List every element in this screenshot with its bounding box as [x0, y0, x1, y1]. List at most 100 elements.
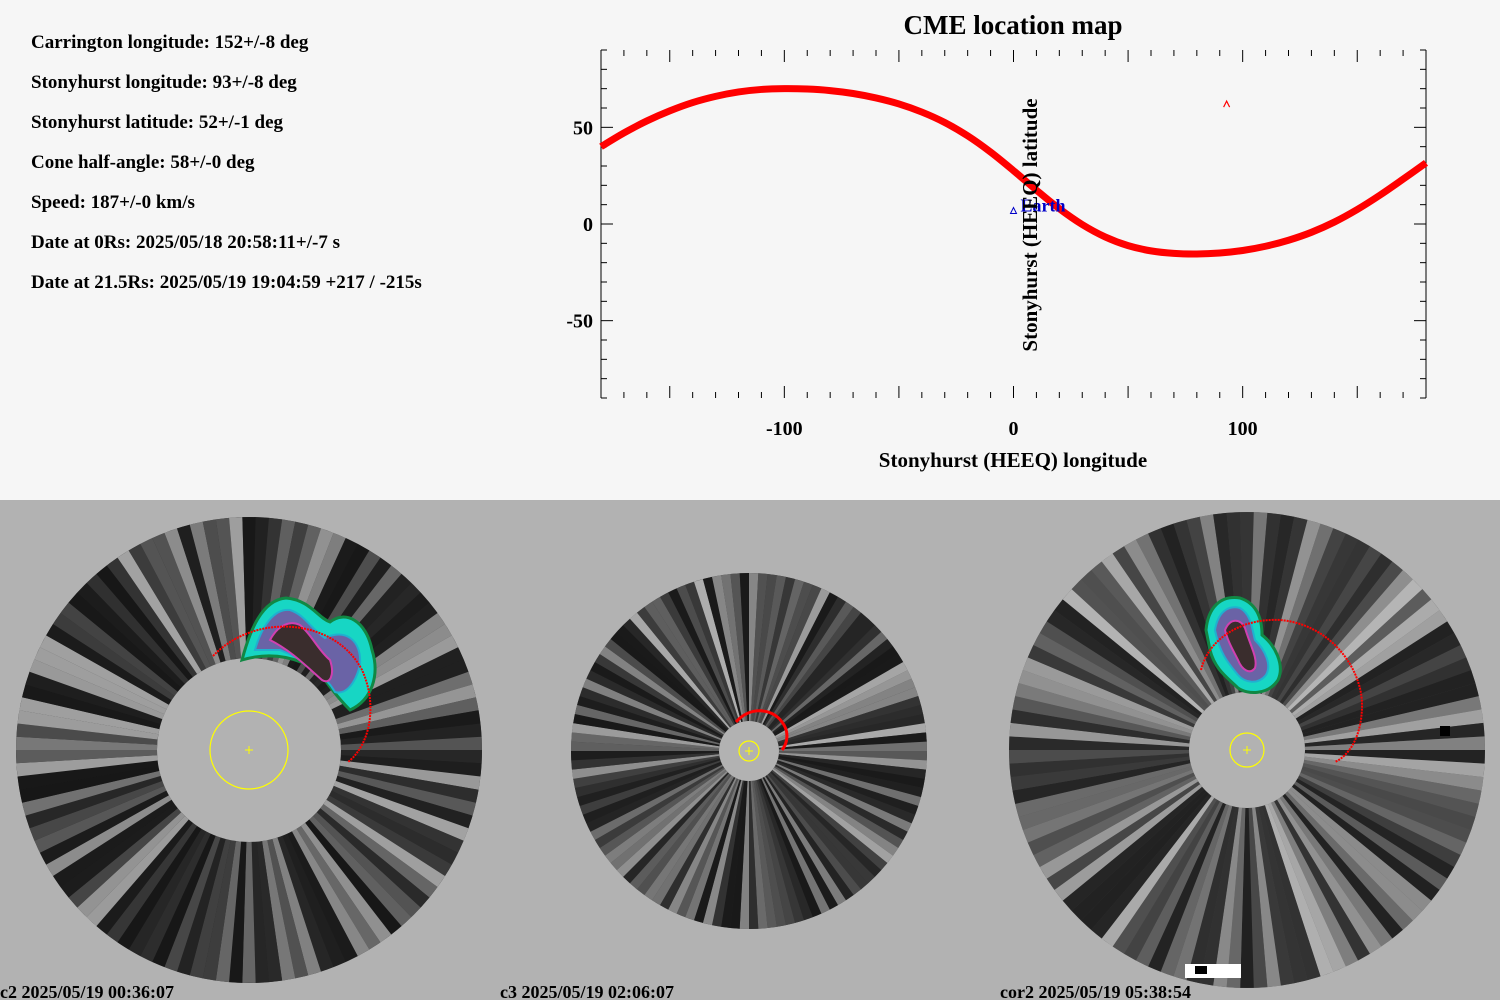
coronal-streamer	[1009, 753, 1190, 778]
coronal-streamer	[1303, 696, 1482, 741]
coronal-streamer	[660, 592, 736, 726]
coronal-streamer	[1284, 570, 1413, 709]
coronal-streamer	[1039, 778, 1199, 879]
coronal-streamer	[579, 687, 721, 742]
coronal-streamer	[140, 831, 211, 962]
coronal-streamer	[776, 761, 916, 824]
coronal-streamer	[52, 613, 175, 701]
coronal-streamer	[335, 775, 473, 829]
coronal-streamer	[39, 635, 169, 710]
coronal-streamer	[202, 840, 236, 981]
coronal-streamer	[1015, 682, 1192, 737]
coronal-streamer	[772, 768, 894, 864]
date-21-5rs-text: Date at 21.5Rs: 2025/05/19 19:04:59 +217…	[31, 272, 422, 293]
coronal-streamer	[610, 631, 727, 733]
coronal-streamer	[262, 840, 296, 981]
coronal-streamer	[610, 769, 727, 871]
coronal-streamer	[764, 776, 846, 906]
coronal-streamer	[668, 777, 737, 914]
coronal-streamer	[758, 779, 813, 921]
coronal-streamer	[778, 751, 927, 761]
coronal-streamer	[1304, 722, 1485, 747]
coronal-streamer	[623, 772, 729, 884]
coronal-streamer	[323, 799, 446, 887]
coronal-streamer	[1027, 644, 1195, 728]
coronal-streamer	[652, 596, 734, 726]
coronal-streamer	[277, 835, 334, 972]
coronal-streamer	[128, 828, 207, 957]
coronal-streamer	[1293, 781, 1448, 890]
sun-center-marker	[1243, 746, 1251, 754]
coronal-streamer	[164, 528, 221, 665]
coronal-streamer	[1009, 722, 1190, 747]
coronal-streamer	[16, 755, 158, 777]
coronal-streamer	[326, 795, 452, 876]
coronal-streamer	[340, 750, 482, 764]
coronal-streamer	[1255, 806, 1295, 986]
coronal-streamer	[761, 777, 830, 914]
coronal-streamer	[1226, 807, 1246, 988]
sun-limb-circle	[738, 740, 760, 762]
coronagraph-c2-image: c2 2025/05/19 00:36:07	[0, 517, 482, 1000]
cor2-caption: cor2 2025/05/19 05:38:54	[1000, 982, 1191, 1000]
coronal-streamer	[676, 584, 739, 724]
coronal-streamer	[693, 779, 742, 923]
coronal-streamer	[229, 841, 247, 983]
coronal-streamer	[753, 780, 787, 927]
coronal-streamer	[1284, 791, 1413, 930]
coronal-streamer	[60, 602, 178, 696]
coronal-streamer	[1303, 759, 1482, 804]
coronal-streamer	[770, 625, 882, 731]
coronal-streamer	[769, 772, 875, 884]
coronal-streamer	[1271, 801, 1359, 967]
coronal-streamer	[765, 601, 854, 727]
coronal-streamer	[778, 752, 927, 770]
coronal-streamer	[1009, 750, 1190, 764]
coronal-streamer	[573, 755, 720, 789]
coronal-streamer	[774, 764, 908, 840]
coronal-streamer	[778, 713, 925, 747]
coronal-streamer	[338, 697, 479, 735]
coronal-streamer	[1276, 797, 1382, 954]
coronal-streamer	[676, 778, 739, 918]
coronal-streamer	[777, 704, 924, 745]
coronal-streamer	[721, 780, 746, 929]
coronal-streamer	[752, 573, 777, 722]
coronal-streamer	[777, 760, 919, 815]
coronal-streamer	[574, 704, 721, 745]
coronagraph-panel: c2 2025/05/19 00:36:07 c3 2025/05/19 02:…	[0, 500, 1500, 1000]
coronal-streamer	[1071, 579, 1207, 711]
coronal-streamer	[96, 565, 193, 681]
sun-center-marker	[745, 747, 753, 755]
coronal-streamer	[1124, 799, 1220, 961]
coronal-streamer	[1297, 632, 1461, 725]
coronal-streamer	[1282, 561, 1403, 707]
coronal-streamer	[1124, 539, 1220, 701]
coronal-streamer	[17, 760, 159, 790]
coronal-streamer	[660, 776, 736, 910]
coronal-streamer	[1299, 644, 1467, 728]
coronal-streamer	[1293, 610, 1448, 719]
coronal-streamer	[571, 754, 720, 779]
carrington-longitude-text: Carrington longitude: 152+/-8 deg	[31, 32, 309, 53]
coronal-streamer	[339, 710, 481, 740]
coronal-streamer	[215, 841, 242, 983]
coronal-streamer	[1302, 682, 1479, 737]
coronal-streamer	[586, 670, 723, 739]
coronal-streamer	[1274, 539, 1370, 701]
coronal-streamer	[176, 837, 226, 976]
coronal-streamer	[693, 579, 742, 723]
coronal-streamer	[1248, 807, 1268, 988]
coronal-streamer	[39, 790, 169, 865]
coronal-streamer	[750, 573, 768, 722]
coronal-streamer	[668, 588, 737, 725]
coronal-streamer	[1268, 528, 1346, 698]
coronal-streamer	[1304, 756, 1484, 791]
coronal-streamer	[338, 765, 479, 803]
speed-text: Speed: 187+/-0 km/s	[31, 192, 195, 213]
coronal-streamer	[767, 773, 869, 890]
coronal-streamer	[1291, 599, 1440, 716]
coronal-streamer	[1033, 775, 1197, 868]
coronal-streamer	[777, 758, 921, 807]
coronal-streamer	[1213, 807, 1243, 988]
